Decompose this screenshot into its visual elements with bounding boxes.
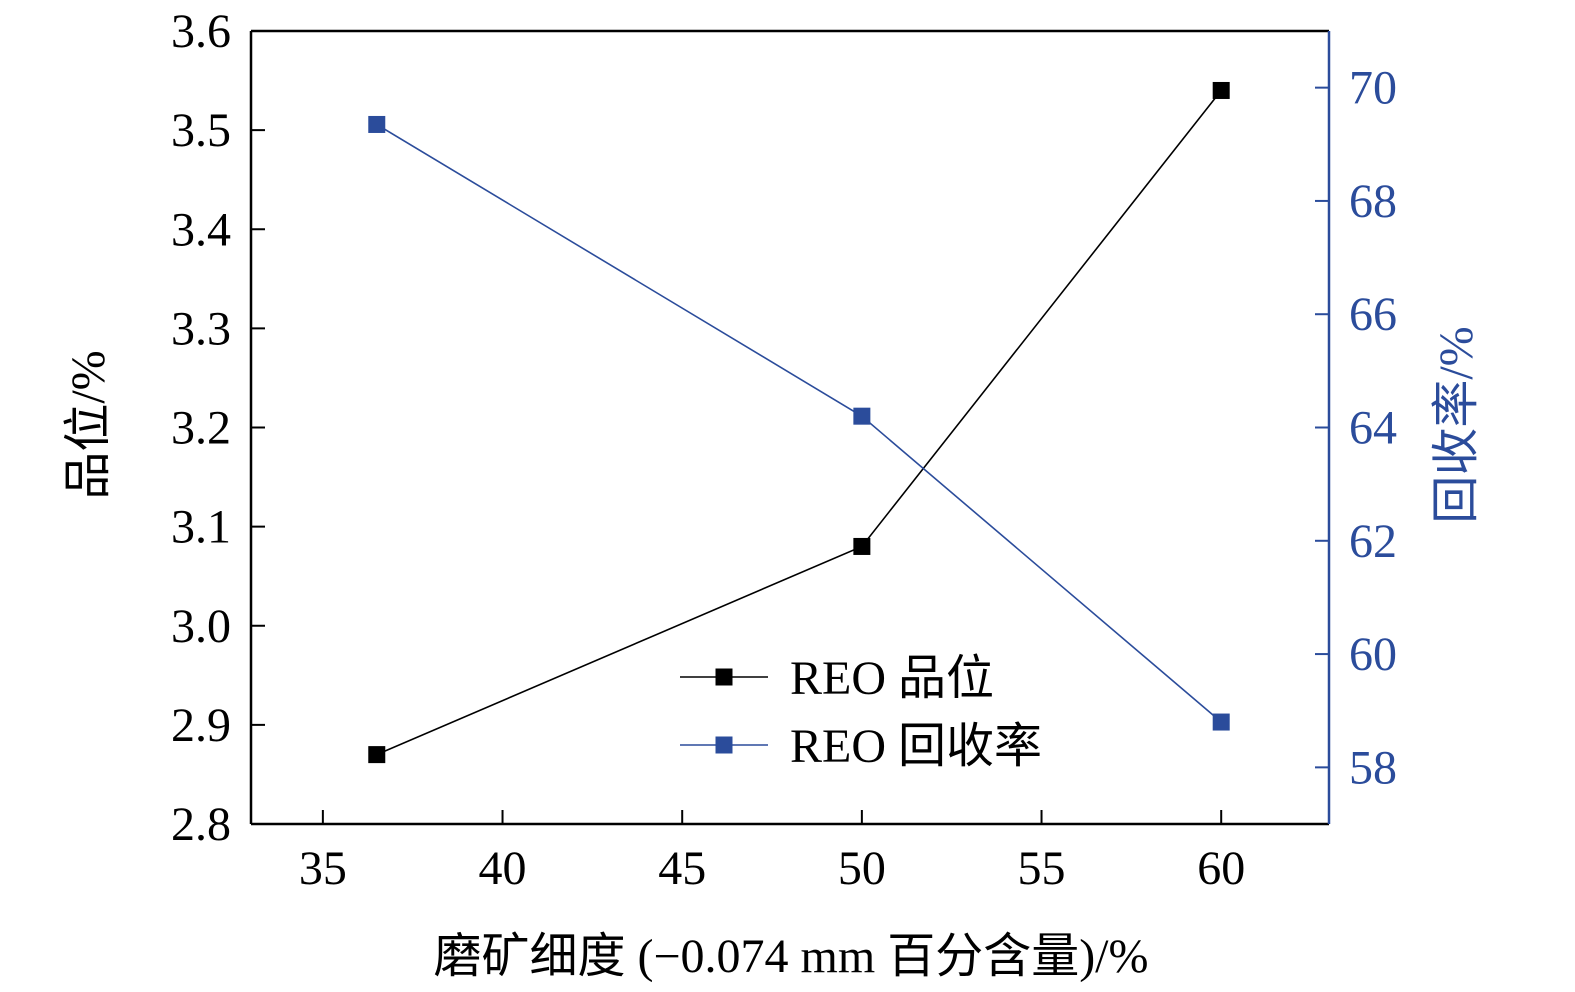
y-tick-label: 3.0 [171, 600, 231, 653]
y-axis-title: 品位/% [62, 350, 115, 499]
y2-tick-label: 68 [1349, 175, 1397, 228]
x-tick-label: 35 [299, 842, 347, 895]
y2-tick-label: 62 [1349, 515, 1397, 568]
y-tick-label: 2.8 [171, 798, 231, 851]
legend-label-1: REO 品位 [790, 652, 994, 705]
x-tick-label: 60 [1197, 842, 1245, 895]
legend-label-2: REO 回收率 [790, 720, 1042, 773]
legend-marker-1 [715, 668, 733, 686]
y-tick-label: 3.3 [171, 302, 231, 355]
series-1-point [1212, 81, 1230, 99]
series-1-point [368, 746, 386, 764]
y2-axis-title: 回收率/% [1430, 326, 1483, 523]
axis-titles: 磨矿细度 (−0.074 mm 百分含量)/% 品位/% 回收率/% [62, 326, 1483, 983]
y2-tick-label: 60 [1349, 628, 1397, 681]
legend: REO 品位 REO 回收率 [680, 652, 1042, 773]
series-1-point [853, 537, 871, 555]
axes-layer [249, 29, 1331, 826]
y2-tick-label: 64 [1349, 402, 1397, 455]
ticks-layer: 35 40 45 50 55 60 2.8 2.9 3.0 3.1 3.2 3.3 3.4 3.5 3.6 5… [171, 5, 1397, 895]
legend-marker-2 [715, 736, 733, 754]
x-axis-title: 磨矿细度 (−0.074 mm 百分含量)/% [433, 930, 1148, 983]
y-tick-label: 3.2 [171, 402, 231, 455]
y-tick-label: 3.4 [171, 203, 231, 256]
series-2-point [1212, 713, 1230, 731]
y-tick-label: 3.1 [171, 501, 231, 554]
series-line-2 [376, 123, 1222, 723]
x-tick-label: 55 [1018, 842, 1066, 895]
y2-tick-label: 66 [1349, 288, 1397, 341]
y-tick-label: 3.5 [171, 104, 231, 157]
x-tick-label: 45 [658, 842, 706, 895]
series-2-point [368, 115, 386, 133]
x-tick-label: 40 [479, 842, 527, 895]
y-tick-label: 2.9 [171, 699, 231, 752]
y2-tick-label: 58 [1349, 741, 1397, 794]
y-tick-label: 3.6 [171, 5, 231, 58]
x-tick-label: 50 [838, 842, 886, 895]
y2-tick-label: 70 [1349, 62, 1397, 115]
series-2-point [853, 407, 871, 425]
series-layer [368, 81, 1230, 764]
